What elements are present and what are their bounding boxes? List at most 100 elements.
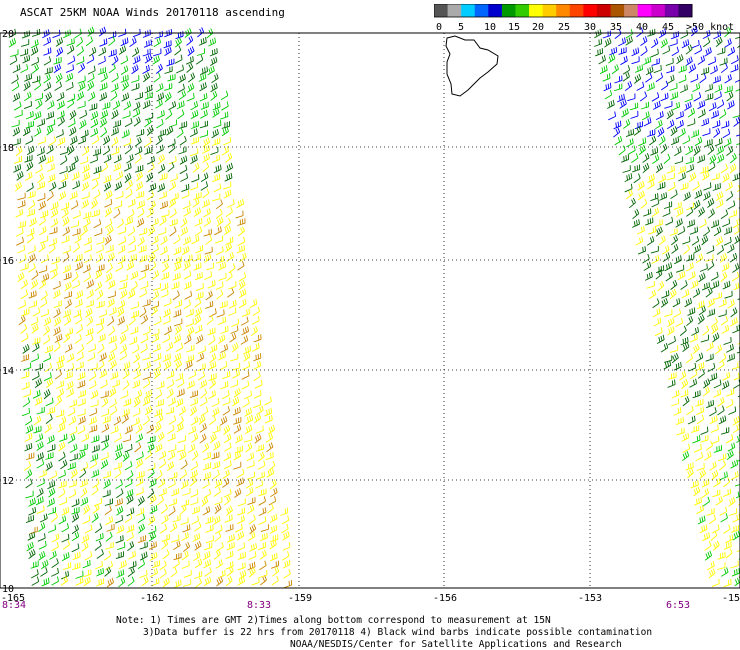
wind-barb <box>673 201 682 210</box>
wind-barb <box>49 550 57 560</box>
wind-barb <box>200 66 209 76</box>
wind-barb <box>111 379 120 388</box>
wind-barb <box>180 517 189 526</box>
wind-barb <box>45 91 53 103</box>
wind-barb <box>183 236 191 246</box>
wind-barb <box>137 236 145 247</box>
wind-barb <box>686 219 695 228</box>
wind-barb <box>663 201 673 209</box>
wind-barb <box>723 477 731 488</box>
legend-border <box>434 4 693 18</box>
wind-barb <box>114 181 123 191</box>
wind-barb <box>119 350 128 361</box>
wind-barb <box>713 445 723 453</box>
wind-barb <box>61 506 70 516</box>
wind-barb <box>65 82 74 91</box>
wind-barb <box>193 207 202 217</box>
wind-barb <box>91 179 99 190</box>
wind-barb <box>43 73 51 84</box>
wind-barb <box>707 144 715 156</box>
wind-barb <box>133 353 141 364</box>
wind-barb <box>189 128 198 138</box>
wind-barb <box>185 354 194 363</box>
wind-barb <box>241 308 250 318</box>
wind-barb <box>710 530 718 541</box>
wind-barb <box>80 156 89 165</box>
wind-barb <box>158 227 167 236</box>
latitude-label: 14 <box>2 366 14 377</box>
wind-barb <box>137 559 146 570</box>
wind-barb <box>687 415 696 425</box>
wind-barb <box>31 323 39 334</box>
wind-barb <box>706 508 715 516</box>
wind-barb <box>139 541 148 550</box>
wind-barb <box>714 84 723 93</box>
wind-barb <box>91 172 100 181</box>
wind-barb <box>203 471 212 481</box>
wind-barb <box>270 487 278 498</box>
wind-barb <box>135 181 144 192</box>
latitude-label: 10 <box>2 584 14 595</box>
wind-barb <box>202 462 212 471</box>
wind-barb <box>236 507 246 516</box>
wind-barb <box>87 65 96 75</box>
wind-barb <box>195 577 202 589</box>
wind-barb <box>148 525 157 535</box>
wind-barb <box>57 136 66 146</box>
wind-barb <box>265 451 274 461</box>
wind-barb <box>167 73 176 82</box>
wind-barb <box>733 281 740 291</box>
wind-barb <box>259 560 267 571</box>
wind-barb <box>608 111 617 121</box>
wind-barb <box>732 110 740 119</box>
wind-barb <box>671 353 679 364</box>
wind-barb <box>56 388 65 398</box>
wind-barb <box>163 298 172 307</box>
legend-swatch <box>488 4 503 17</box>
wind-barb <box>660 80 669 91</box>
wind-barb <box>666 119 675 130</box>
wind-barb <box>115 171 124 181</box>
wind-barb <box>225 162 234 173</box>
wind-barb <box>12 126 21 137</box>
wind-barb <box>660 38 668 49</box>
wind-barb <box>151 560 161 569</box>
wind-barb <box>126 507 135 517</box>
wind-barb <box>202 188 210 199</box>
wind-barb <box>681 432 690 442</box>
wind-barb <box>711 435 720 445</box>
wind-barb <box>668 181 676 192</box>
wind-barb <box>175 372 184 382</box>
wind-barb <box>44 362 53 373</box>
wind-barb <box>629 197 636 209</box>
wind-barb <box>194 307 203 317</box>
wind-barb <box>156 144 164 154</box>
wind-barb <box>190 416 199 426</box>
wind-barb <box>736 459 740 462</box>
wind-barb <box>103 174 112 184</box>
wind-barb <box>124 460 133 471</box>
wind-barb <box>679 325 687 336</box>
wind-barb <box>77 389 87 398</box>
wind-barb <box>207 280 216 289</box>
wind-barb <box>646 82 655 92</box>
wind-barb <box>47 444 56 453</box>
wind-barb <box>693 92 702 102</box>
wind-barb <box>77 425 86 435</box>
wind-barb <box>248 567 256 578</box>
wind-barb <box>216 541 224 552</box>
wind-barb <box>116 525 125 534</box>
wind-barb <box>59 497 68 506</box>
wind-barb <box>632 219 640 228</box>
wind-barb <box>673 308 682 318</box>
wind-barb <box>176 388 185 398</box>
wind-barb <box>31 56 40 66</box>
wind-barb <box>140 334 149 344</box>
wind-barb <box>685 462 694 471</box>
wind-barb <box>121 413 129 424</box>
wind-barb <box>253 390 262 399</box>
legend-swatch <box>461 4 476 17</box>
wind-barb <box>255 479 264 489</box>
wind-barb <box>161 262 169 273</box>
wind-barb <box>108 335 117 344</box>
